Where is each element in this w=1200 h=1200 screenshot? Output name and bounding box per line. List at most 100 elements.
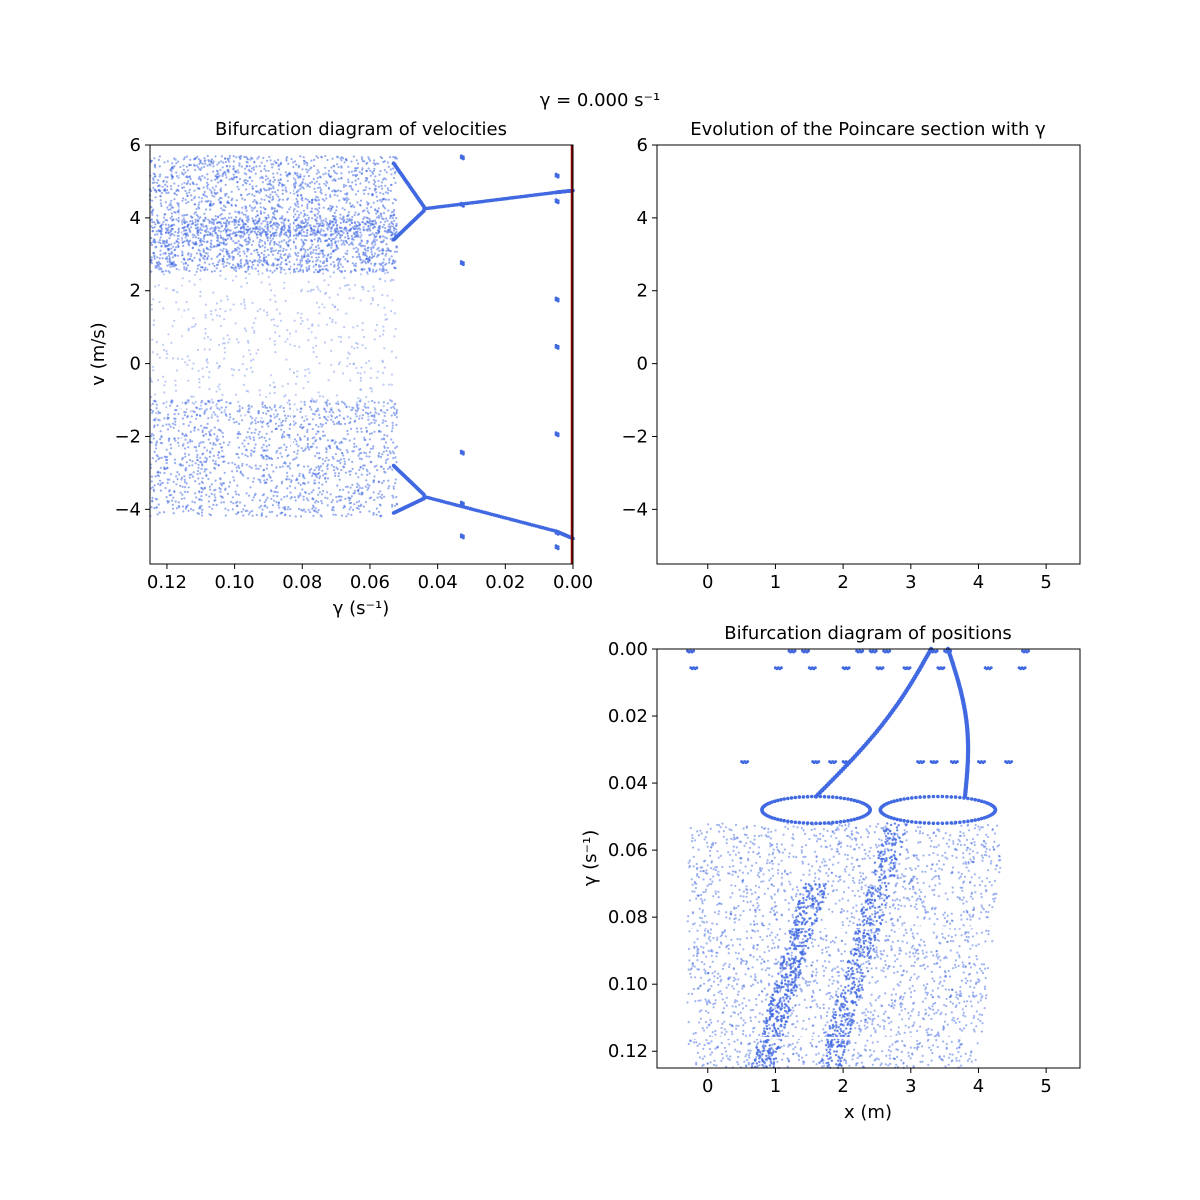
velocity-point	[212, 459, 215, 462]
velocity-point	[228, 233, 231, 236]
velocity-point	[201, 162, 204, 165]
velocity-point	[331, 455, 334, 459]
velocity-point	[185, 165, 188, 168]
velocity-point	[207, 477, 210, 481]
velocity-point	[234, 210, 237, 213]
velocity-point	[244, 307, 247, 310]
velocity-point	[174, 211, 177, 214]
velocity-point	[287, 268, 290, 271]
velocity-point	[361, 168, 364, 171]
velocity-point	[325, 456, 328, 459]
velocity-point	[220, 406, 223, 409]
velocity-point	[261, 231, 264, 234]
velocity-point	[358, 486, 362, 489]
velocity-point	[209, 442, 212, 445]
velocity-point	[325, 264, 328, 267]
velocity-point	[337, 335, 340, 338]
velocity-point	[309, 252, 312, 255]
velocity-point	[300, 288, 304, 291]
velocity-point	[208, 204, 211, 207]
velocity-point	[386, 453, 389, 457]
velocity-point	[300, 194, 303, 197]
velocity-point	[311, 427, 314, 431]
velocity-point	[391, 427, 394, 430]
velocity-point	[233, 223, 236, 226]
velocity-point	[385, 268, 388, 272]
velocity-point	[203, 468, 206, 471]
velocity-point	[319, 190, 322, 193]
velocity-point	[281, 192, 284, 195]
velocity-point	[339, 217, 342, 220]
velocity-point	[368, 423, 371, 426]
velocity-point	[362, 244, 365, 247]
velocity-point	[392, 229, 396, 232]
velocity-point	[348, 508, 351, 511]
velocity-point	[343, 417, 346, 420]
velocity-point	[264, 207, 267, 211]
velocity-point	[322, 268, 325, 271]
velocity-point	[348, 352, 351, 356]
velocity-point	[273, 324, 276, 327]
velocity-point	[222, 161, 225, 164]
velocity-point	[262, 309, 266, 312]
velocity-point	[361, 210, 364, 213]
velocity-point	[342, 239, 345, 242]
velocity-point	[218, 343, 221, 346]
velocity-point	[383, 160, 386, 163]
velocity-point	[371, 193, 374, 196]
velocity-point	[242, 231, 245, 234]
velocity-point	[353, 169, 356, 173]
velocity-point	[189, 220, 192, 223]
velocity-point	[324, 422, 327, 425]
velocity-point	[220, 411, 223, 414]
velocity-point	[162, 343, 165, 346]
velocity-point	[318, 362, 321, 365]
velocity-point	[299, 494, 302, 497]
velocity-point	[212, 162, 215, 165]
velocity-point	[214, 226, 217, 230]
velocity-point	[157, 265, 160, 268]
velocity-point	[374, 419, 377, 422]
velocity-point	[322, 489, 325, 493]
velocity-point	[315, 248, 318, 251]
velocity-point	[214, 460, 217, 463]
velocity-point	[303, 508, 306, 511]
velocity-point	[312, 489, 315, 492]
velocity-point	[381, 293, 384, 297]
velocity-point	[296, 200, 299, 203]
velocity-point	[288, 225, 291, 228]
velocity-point	[274, 257, 277, 260]
velocity-point	[355, 506, 358, 510]
velocity-point	[184, 486, 187, 489]
velocity-point	[348, 470, 351, 473]
velocity-point	[248, 407, 251, 410]
velocity-point	[358, 223, 361, 226]
velocity-point	[254, 172, 257, 175]
velocity-point	[337, 472, 341, 475]
velocity-point	[314, 198, 317, 201]
velocity-point	[208, 505, 211, 508]
velocity-point	[304, 491, 307, 494]
velocity-point	[304, 510, 307, 513]
velocity-point	[243, 445, 246, 448]
velocity-point	[246, 179, 249, 183]
velocity-point	[327, 172, 330, 176]
velocity-point	[174, 500, 177, 503]
velocity-point	[303, 159, 306, 162]
velocity-point	[344, 471, 347, 474]
velocity-point	[394, 413, 397, 417]
velocity-point	[171, 422, 174, 425]
velocity-point	[191, 440, 194, 443]
velocity-point	[296, 202, 299, 205]
velocity-point	[193, 325, 196, 328]
velocity-point	[360, 172, 363, 175]
velocity-point	[266, 406, 269, 409]
velocity-point	[164, 183, 167, 186]
velocity-point	[279, 178, 282, 181]
velocity-point	[386, 294, 389, 297]
velocity-point	[360, 458, 363, 461]
velocity-point	[325, 323, 328, 326]
velocity-point	[299, 316, 303, 319]
velocity-point	[319, 438, 322, 441]
velocity-point	[259, 206, 262, 209]
